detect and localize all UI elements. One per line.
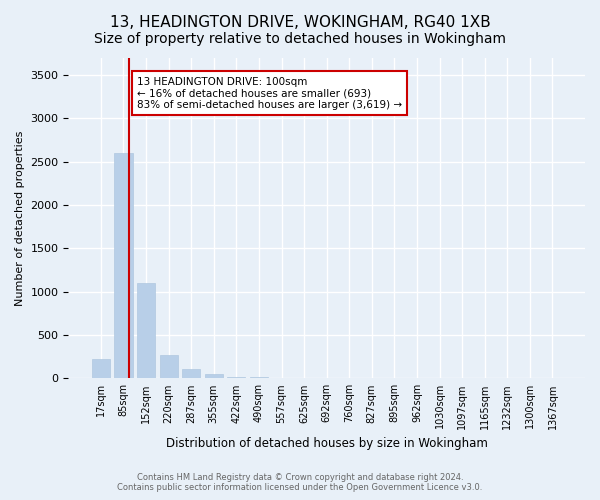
- Bar: [160, 355, 178, 378]
- Y-axis label: Number of detached properties: Number of detached properties: [15, 130, 25, 306]
- Text: 13, HEADINGTON DRIVE, WOKINGHAM, RG40 1XB: 13, HEADINGTON DRIVE, WOKINGHAM, RG40 1X…: [110, 15, 490, 30]
- Bar: [227, 376, 245, 378]
- Bar: [205, 374, 223, 378]
- Text: Contains HM Land Registry data © Crown copyright and database right 2024.
Contai: Contains HM Land Registry data © Crown c…: [118, 473, 482, 492]
- Bar: [182, 369, 200, 378]
- X-axis label: Distribution of detached houses by size in Wokingham: Distribution of detached houses by size …: [166, 437, 488, 450]
- Bar: [92, 359, 110, 378]
- Text: 13 HEADINGTON DRIVE: 100sqm
← 16% of detached houses are smaller (693)
83% of se: 13 HEADINGTON DRIVE: 100sqm ← 16% of det…: [137, 76, 402, 110]
- Text: Size of property relative to detached houses in Wokingham: Size of property relative to detached ho…: [94, 32, 506, 46]
- Bar: [137, 283, 155, 378]
- Bar: [115, 153, 133, 378]
